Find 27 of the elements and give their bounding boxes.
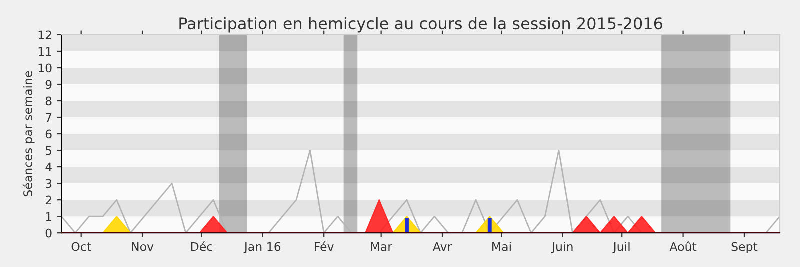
y-tick-label: 3 <box>46 179 52 188</box>
x-tick-label: Mai <box>492 242 511 252</box>
x-tick-label: Août <box>670 242 697 252</box>
chart-title: Participation en hemicycle au cours de la session 2015-2016 <box>180 17 662 33</box>
y-tick-label: 7 <box>46 113 52 122</box>
x-tick-label: Nov <box>132 242 154 252</box>
y-tick-label: 10 <box>38 64 52 73</box>
y-tick-label: 2 <box>46 196 52 205</box>
y-tick-label: 8 <box>46 96 52 106</box>
x-tick-label: Sept <box>732 242 758 254</box>
y-tick-label: 9 <box>46 80 52 90</box>
y-tick-label: 5 <box>46 146 52 156</box>
x-tick-label: Juin <box>551 242 573 254</box>
y-tick-label: 0 <box>46 228 52 238</box>
x-tick-label: Juil <box>612 242 630 254</box>
y-tick-label: 11 <box>38 47 52 56</box>
x-tick-label: Oct <box>72 242 92 252</box>
x-tick-label: Avr <box>432 242 452 252</box>
y-tick-label: 12 <box>38 30 52 40</box>
x-tick-label: Jan 16 <box>244 242 281 254</box>
y-tick-label: 6 <box>46 130 52 139</box>
x-tick-label: Déc <box>191 242 212 252</box>
y-axis-title: Séances par semaine <box>22 71 35 197</box>
x-tick-label: Fév <box>315 242 334 252</box>
y-tick-label: 1 <box>46 212 52 222</box>
x-tick-label: Mar <box>371 242 392 252</box>
y-tick-label: 4 <box>46 162 52 172</box>
